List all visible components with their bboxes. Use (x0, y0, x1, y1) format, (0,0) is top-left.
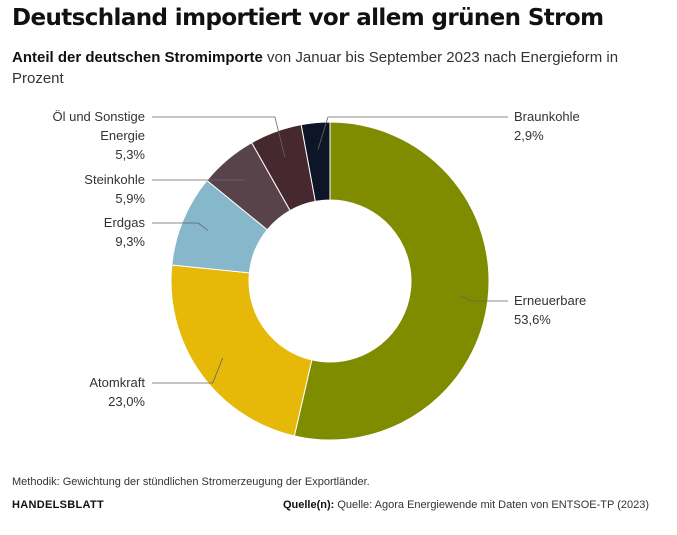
brand-logo: HANDELSBLATT (12, 499, 104, 511)
label-value-erneuerbare: 53,6% (514, 312, 551, 327)
label-value-braunkohle: 2,9% (514, 128, 544, 143)
label-name-oel-und-sonstige-energie: Energie (100, 128, 145, 143)
label-name-steinkohle: Steinkohle (84, 172, 145, 187)
chart-title: Deutschland importiert vor allem grünen … (12, 5, 604, 31)
label-erdgas: Erdgas 9,3% (104, 215, 146, 249)
label-erneuerbare: Erneuerbare 53,6% (514, 293, 586, 327)
slice-labels: Erneuerbare 53,6% Atomkraft 23,0% Erdgas 9,3%… (52, 109, 586, 409)
leader-erdgas (152, 222, 209, 231)
slice-atomkraft (170, 264, 313, 437)
label-name-atomkraft: Atomkraft (89, 375, 145, 390)
chart-subtitle: Anteil der deutschen Stromimporte von Ja… (12, 47, 662, 89)
leader-oel-und-sonstige-energie (152, 116, 286, 158)
slice-erneuerbare (293, 121, 490, 441)
subtitle-bold: Anteil der deutschen Stromimporte (12, 49, 263, 66)
slice-braunkohle (300, 121, 331, 202)
label-braunkohle: Braunkohle 2,9% (514, 109, 580, 143)
subtitle-rest: von Januar bis September 2023 nach Energ… (12, 49, 619, 87)
label-oel-und-sonstige-energie: Öl und Sonstige Energie 5,3% (52, 109, 145, 162)
donut-slices (170, 121, 490, 441)
method-note: Methodik: Gewichtung der stündlichen Str… (12, 476, 370, 488)
source-text: Quelle: Agora Energiewende mit Daten von… (334, 499, 649, 511)
label-name-braunkohle: Braunkohle (514, 109, 580, 124)
label-value-erdgas: 9,3% (115, 234, 145, 249)
source-note: Quelle(n): Quelle: Agora Energiewende mi… (283, 499, 649, 511)
leader-atomkraft (152, 357, 224, 384)
label-name-erneuerbare: Erneuerbare (514, 293, 586, 308)
label-atomkraft: Atomkraft 23,0% (89, 375, 145, 409)
label-name-oel-und-sonstige-energie: Öl und Sonstige (52, 109, 145, 124)
label-value-atomkraft: 23,0% (108, 394, 145, 409)
source-label: Quelle(n): (282, 499, 335, 511)
label-steinkohle: Steinkohle 5,9% (84, 172, 145, 206)
label-value-oel-und-sonstige-energie: 5,3% (115, 147, 145, 162)
leader-lines (152, 116, 508, 384)
label-name-erdgas: Erdgas (104, 215, 146, 230)
leader-braunkohle (317, 116, 508, 150)
label-value-steinkohle: 5,9% (115, 191, 145, 206)
leader-erneuerbare (460, 295, 508, 302)
